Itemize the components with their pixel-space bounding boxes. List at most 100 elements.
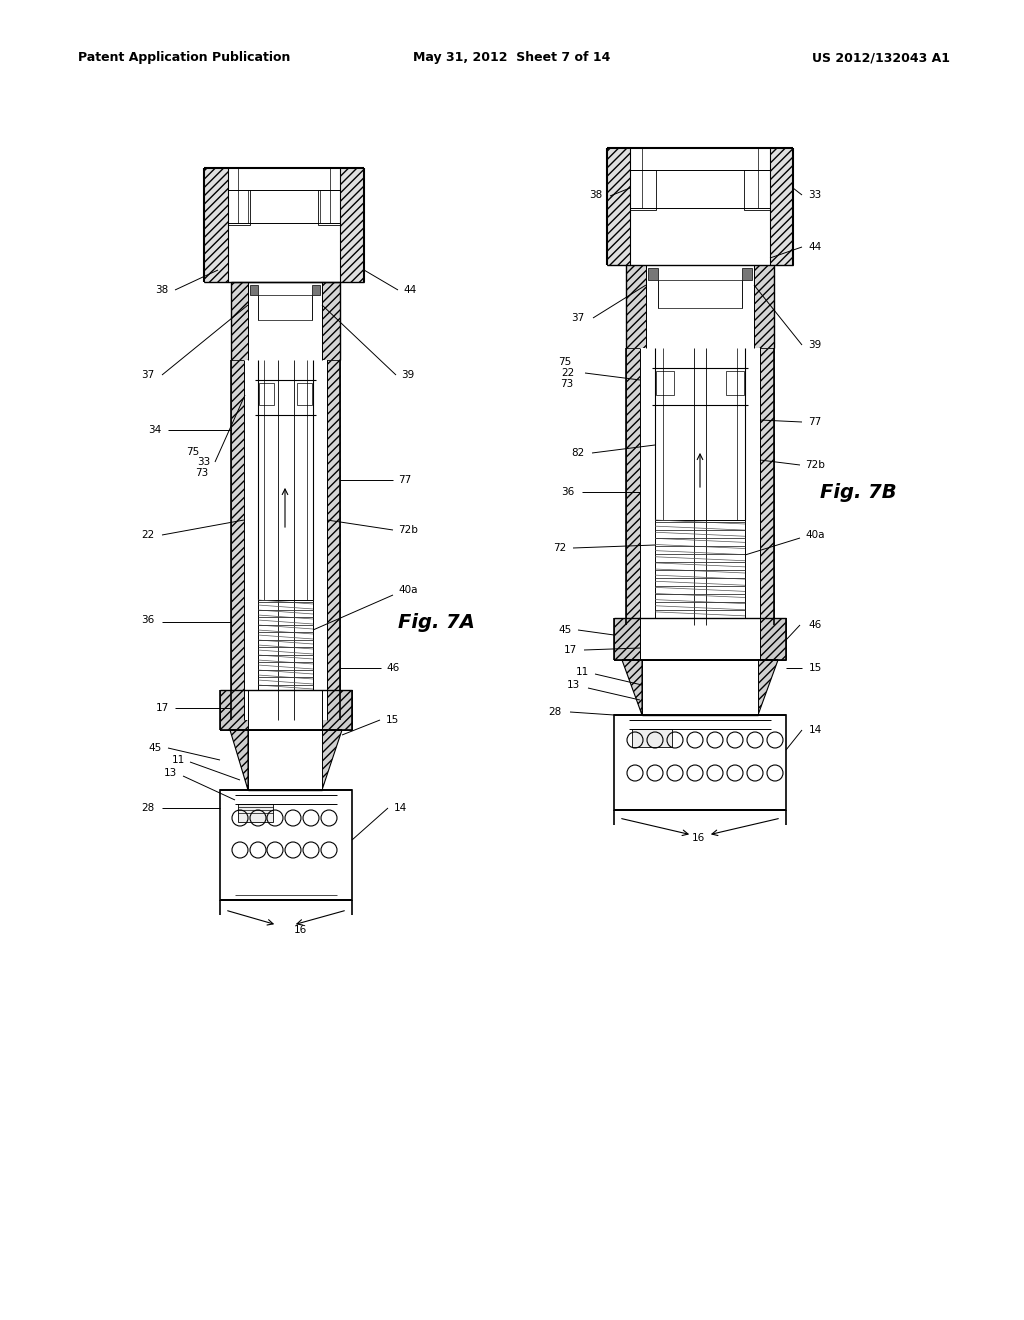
Bar (248, 282, 322, 360)
Bar (655, 348, 663, 520)
Bar (744, 170, 770, 210)
Text: 11: 11 (575, 667, 589, 677)
Bar (642, 660, 758, 672)
Bar (258, 360, 264, 601)
Bar (322, 690, 352, 730)
Bar (228, 190, 250, 224)
Text: 14: 14 (808, 725, 821, 735)
Bar (297, 383, 312, 405)
Bar (630, 170, 656, 210)
Bar (204, 168, 228, 282)
Bar (244, 360, 327, 719)
Text: 22: 22 (141, 531, 155, 540)
Text: 15: 15 (385, 715, 398, 725)
Bar (318, 223, 340, 248)
Bar (646, 265, 754, 348)
Text: 33: 33 (198, 457, 211, 467)
Text: Fig. 7A: Fig. 7A (398, 612, 475, 631)
Text: 77: 77 (398, 475, 412, 484)
Text: 75: 75 (558, 356, 571, 367)
Text: 15: 15 (808, 663, 821, 673)
Text: 17: 17 (156, 704, 169, 713)
Bar (297, 383, 312, 405)
Bar (642, 660, 758, 715)
Bar (607, 148, 630, 265)
Polygon shape (758, 660, 778, 715)
Bar (248, 730, 322, 742)
Text: 14: 14 (393, 803, 407, 813)
Text: Fig. 7B: Fig. 7B (820, 483, 897, 502)
Bar (663, 348, 737, 520)
Polygon shape (322, 730, 342, 789)
Text: 37: 37 (141, 370, 155, 380)
Bar (248, 730, 322, 789)
Text: 40a: 40a (805, 531, 824, 540)
Bar (745, 430, 760, 484)
Bar (632, 729, 672, 747)
Bar (238, 804, 273, 822)
Text: 75: 75 (186, 447, 200, 457)
Bar (258, 601, 313, 690)
Bar (248, 690, 322, 730)
Bar (255, 380, 316, 414)
Bar (220, 690, 248, 730)
Text: US 2012/132043 A1: US 2012/132043 A1 (812, 51, 950, 65)
Text: 39: 39 (401, 370, 415, 380)
Text: 36: 36 (561, 487, 574, 498)
Bar (726, 371, 744, 395)
Bar (626, 265, 646, 348)
Bar (322, 282, 340, 360)
Bar (658, 280, 742, 308)
Text: 72b: 72b (805, 459, 825, 470)
Bar (313, 490, 327, 545)
Bar (760, 348, 774, 624)
Bar (228, 168, 340, 282)
Text: 28: 28 (141, 803, 155, 813)
Text: 46: 46 (386, 663, 399, 673)
Bar (312, 285, 319, 294)
Bar (614, 715, 786, 810)
Bar (231, 282, 248, 360)
Bar (630, 148, 770, 265)
Text: 22: 22 (561, 368, 574, 378)
Bar (307, 360, 313, 601)
Bar (656, 371, 674, 395)
Bar (640, 618, 760, 660)
Text: 16: 16 (293, 925, 306, 935)
Text: Patent Application Publication: Patent Application Publication (78, 51, 291, 65)
Text: 72b: 72b (398, 525, 418, 535)
Bar (250, 285, 258, 294)
Text: 44: 44 (403, 285, 417, 294)
Bar (259, 383, 274, 405)
Text: 33: 33 (808, 190, 821, 201)
Bar (656, 371, 674, 395)
Bar (318, 190, 340, 224)
Bar (258, 294, 312, 319)
Bar (259, 383, 274, 405)
Text: 34: 34 (148, 425, 162, 436)
Bar (648, 268, 658, 280)
Text: 16: 16 (691, 833, 705, 843)
Text: 38: 38 (590, 190, 603, 201)
Text: 77: 77 (808, 417, 821, 426)
Text: 28: 28 (549, 708, 561, 717)
Bar (228, 223, 250, 248)
Text: 37: 37 (571, 313, 585, 323)
Text: 38: 38 (156, 285, 169, 294)
Text: 11: 11 (171, 755, 184, 766)
Bar (742, 268, 752, 280)
Text: 45: 45 (558, 624, 571, 635)
Bar (726, 371, 744, 395)
Bar (770, 148, 793, 265)
Bar (626, 348, 640, 624)
Text: 82: 82 (571, 447, 585, 458)
Text: 40a: 40a (398, 585, 418, 595)
Bar (640, 348, 760, 624)
Text: 73: 73 (560, 379, 573, 389)
Polygon shape (622, 660, 642, 715)
Bar (220, 789, 352, 900)
Bar (614, 618, 640, 660)
Text: 39: 39 (808, 341, 821, 350)
Text: 17: 17 (563, 645, 577, 655)
Text: 72: 72 (553, 543, 566, 553)
